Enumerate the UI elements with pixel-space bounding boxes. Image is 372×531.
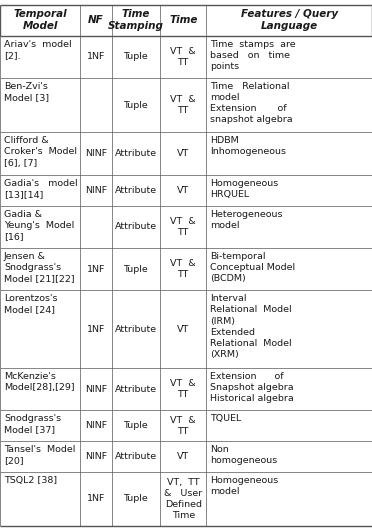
Text: Tuple: Tuple <box>124 494 148 503</box>
Text: Time  stamps  are
based   on   time
points: Time stamps are based on time points <box>211 40 296 71</box>
Text: 1NF: 1NF <box>87 324 105 333</box>
Text: Homogeneous
HRQUEL: Homogeneous HRQUEL <box>211 179 279 199</box>
Text: Heterogeneous
model: Heterogeneous model <box>211 210 283 229</box>
Text: Tuple: Tuple <box>124 264 148 273</box>
Text: Tansel's  Model
[20]: Tansel's Model [20] <box>4 445 76 465</box>
Text: Interval
Relational  Model
(IRM)
Extended
Relational  Model
(XRM): Interval Relational Model (IRM) Extended… <box>211 294 292 359</box>
Text: Attribute: Attribute <box>115 186 157 195</box>
Text: VT  &
TT: VT & TT <box>170 217 196 237</box>
Text: Time   Relational
model
Extension       of
snapshot algebra: Time Relational model Extension of snaps… <box>211 82 293 124</box>
Text: Bi-temporal
Conceptual Model
(BCDM): Bi-temporal Conceptual Model (BCDM) <box>211 252 296 283</box>
Text: Jensen &
Snodgrass's
Model [21][22]: Jensen & Snodgrass's Model [21][22] <box>4 252 75 283</box>
Text: VT: VT <box>177 452 189 461</box>
Text: 1NF: 1NF <box>87 494 105 503</box>
Text: Gadia's   model
[13][14]: Gadia's model [13][14] <box>4 179 78 199</box>
Text: Time: Time <box>169 15 198 25</box>
Text: VT  &
TT: VT & TT <box>170 95 196 115</box>
Text: VT: VT <box>177 186 189 195</box>
Text: VT  &
TT: VT & TT <box>170 379 196 399</box>
Text: Ariav's  model
[2].: Ariav's model [2]. <box>4 40 72 60</box>
Text: VT  &
TT: VT & TT <box>170 259 196 279</box>
Text: Tuple: Tuple <box>124 421 148 430</box>
Text: TSQL2 [38]: TSQL2 [38] <box>4 476 57 485</box>
Text: Homogeneous
model: Homogeneous model <box>211 476 279 496</box>
Text: Attribute: Attribute <box>115 452 157 461</box>
Text: VT,  TT
&   User
Defined
Time: VT, TT & User Defined Time <box>164 478 202 520</box>
Text: Non
homogeneous: Non homogeneous <box>211 445 278 465</box>
Text: Gadia &
Yeung's  Model
[16]: Gadia & Yeung's Model [16] <box>4 210 74 241</box>
Text: Attribute: Attribute <box>115 222 157 231</box>
Text: Temporal
Model: Temporal Model <box>13 10 67 31</box>
Text: VT  &
TT: VT & TT <box>170 47 196 67</box>
Text: NINF: NINF <box>85 452 107 461</box>
Text: Time
Stamping: Time Stamping <box>108 10 164 31</box>
Text: Extension      of
Snapshot algebra
Historical algebra: Extension of Snapshot algebra Historical… <box>211 372 294 403</box>
Text: Lorentzos's
Model [24]: Lorentzos's Model [24] <box>4 294 58 314</box>
Text: TQUEL: TQUEL <box>211 414 242 423</box>
Text: Clifford &
Croker's  Model
[6], [7]: Clifford & Croker's Model [6], [7] <box>4 136 77 167</box>
Text: VT: VT <box>177 149 189 158</box>
Text: Attribute: Attribute <box>115 324 157 333</box>
Text: Attribute: Attribute <box>115 384 157 393</box>
Text: NF: NF <box>88 15 104 25</box>
Text: Features / Query
Language: Features / Query Language <box>241 10 338 31</box>
Text: Tuple: Tuple <box>124 101 148 110</box>
Text: McKenzie's
Model[28],[29]: McKenzie's Model[28],[29] <box>4 372 75 392</box>
Text: Snodgrass's
Model [37]: Snodgrass's Model [37] <box>4 414 61 434</box>
Text: 1NF: 1NF <box>87 53 105 62</box>
Text: VT: VT <box>177 324 189 333</box>
Text: NINF: NINF <box>85 149 107 158</box>
Text: 1NF: 1NF <box>87 264 105 273</box>
Text: Attribute: Attribute <box>115 149 157 158</box>
Text: HDBM
Inhomogeneous: HDBM Inhomogeneous <box>211 136 286 157</box>
Text: Ben-Zvi's
Model [3]: Ben-Zvi's Model [3] <box>4 82 49 102</box>
Text: NINF: NINF <box>85 421 107 430</box>
Text: NINF: NINF <box>85 384 107 393</box>
Text: VT  &
TT: VT & TT <box>170 416 196 436</box>
Text: Tuple: Tuple <box>124 53 148 62</box>
Text: NINF: NINF <box>85 186 107 195</box>
